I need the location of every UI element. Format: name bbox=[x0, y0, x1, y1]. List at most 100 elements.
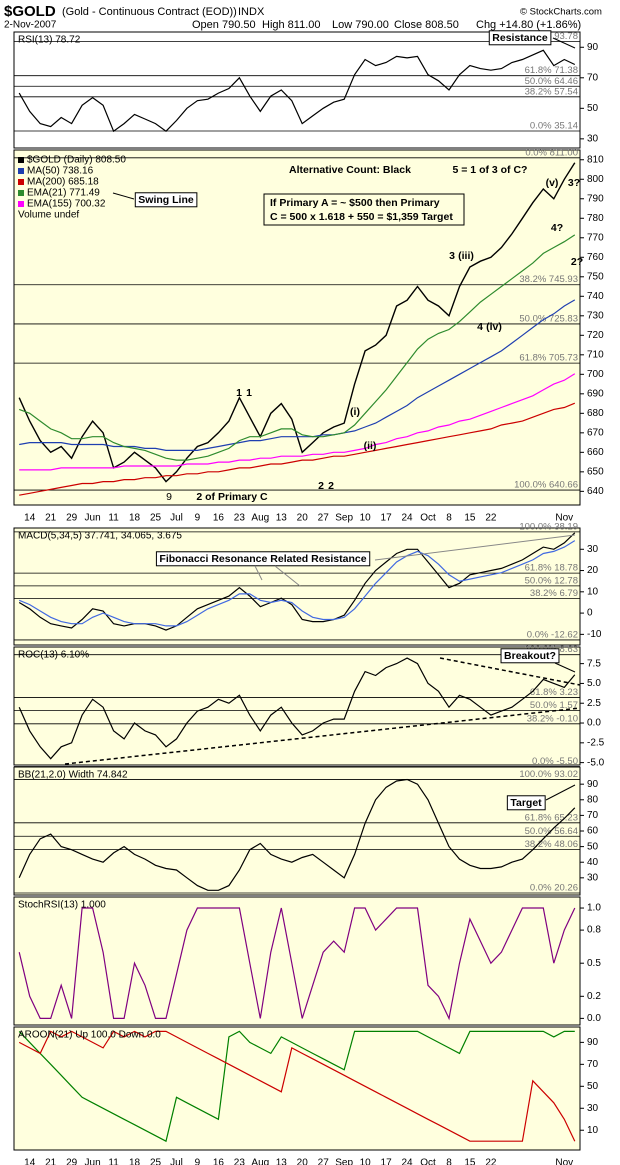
fib-label: 38.2% -0.10 bbox=[527, 713, 578, 724]
legend-entry: MA(50) 738.16 bbox=[27, 166, 94, 177]
x-tick-label: 11 bbox=[108, 1158, 119, 1165]
y-tick-label: 660 bbox=[587, 447, 604, 458]
panel-background bbox=[13, 766, 581, 896]
date: 2-Nov-2007 bbox=[4, 20, 57, 31]
x-tick-label: 23 bbox=[234, 513, 246, 524]
x-tick-label: Sep bbox=[335, 513, 353, 524]
panel-title: RSI(13) 78.72 bbox=[18, 35, 81, 46]
panel: 0.0 0.2 0.5 0.8 1.0 StochRSI(13) 1.000 bbox=[13, 896, 601, 1026]
fib-label: 38.2% 6.79 bbox=[530, 588, 578, 599]
fib-label: 61.8% 18.78 bbox=[525, 563, 578, 574]
y-tick-label: 1.0 bbox=[587, 903, 601, 914]
x-tick-label: Jul bbox=[170, 513, 183, 524]
fib-label: 38.2% 745.93 bbox=[519, 274, 578, 285]
low: Low 790.00 bbox=[332, 19, 389, 31]
x-tick-label: Aug bbox=[251, 513, 269, 524]
panel-background bbox=[13, 896, 581, 1026]
x-tick-label: 13 bbox=[276, 1158, 288, 1165]
series-line bbox=[18, 162, 576, 483]
panel-title: BB(21,2.0) Width 74.842 bbox=[18, 770, 128, 781]
decoration bbox=[274, 565, 301, 587]
x-tick-label: 22 bbox=[485, 1158, 497, 1165]
annotation: Target bbox=[510, 797, 542, 809]
series-line bbox=[18, 1030, 575, 1143]
y-tick-label: 70 bbox=[587, 810, 599, 821]
y-tick-label: 0.8 bbox=[587, 925, 601, 936]
fib-label: 50.0% 12.78 bbox=[525, 575, 578, 586]
annotation: C = 500 x 1.618 + 550 = $1,359 Target bbox=[270, 211, 453, 223]
decoration bbox=[64, 707, 581, 765]
series-line bbox=[18, 657, 576, 760]
annotation: 2 of Primary C bbox=[196, 491, 268, 503]
fib-label: 38.2% 57.54 bbox=[525, 86, 578, 97]
x-tick-label: Nov bbox=[555, 513, 573, 524]
y-tick-label: 650 bbox=[587, 466, 604, 477]
fib-label: 100.0% 640.66 bbox=[514, 480, 578, 491]
annotation-box bbox=[506, 795, 546, 811]
annotation: (i) bbox=[350, 406, 360, 418]
legend-entry: Volume undef bbox=[18, 210, 79, 221]
x-tick-label: 16 bbox=[213, 1158, 225, 1165]
y-tick-label: 50 bbox=[587, 103, 599, 114]
y-tick-label: 50 bbox=[587, 1081, 599, 1092]
annotation-box bbox=[500, 648, 560, 664]
y-tick-label: -10 bbox=[587, 629, 602, 640]
y-tick-label: 90 bbox=[587, 779, 599, 790]
y-tick-label: 0.0 bbox=[587, 1013, 601, 1024]
annotation: 2 bbox=[318, 480, 324, 492]
x-tick-label: 20 bbox=[297, 1158, 309, 1165]
y-tick-label: -5.0 bbox=[587, 757, 605, 768]
x-tick-label: 29 bbox=[66, 1158, 78, 1165]
annotation: Resistance bbox=[492, 32, 548, 44]
y-tick-label: 810 bbox=[587, 154, 604, 165]
y-tick-label: 0.0 bbox=[587, 718, 601, 729]
x-tick-label: 14 bbox=[24, 1158, 36, 1165]
annotation: 3 bbox=[449, 250, 455, 262]
x-tick-label: 9 bbox=[195, 513, 201, 524]
y-tick-label: 10 bbox=[587, 586, 599, 597]
y-tick-label: 10 bbox=[587, 1125, 599, 1136]
panel-background bbox=[13, 1026, 581, 1151]
legend-entry: EMA(155) 700.32 bbox=[27, 199, 106, 210]
fib-label: 100.0% 93.02 bbox=[519, 769, 578, 780]
y-tick-label: 90 bbox=[587, 42, 599, 53]
y-tick-label: 0.5 bbox=[587, 958, 601, 969]
panel: 10 30 50 70 90 AROON(21) Up 100.0 Down 0.0 14 2… bbox=[13, 1026, 599, 1165]
fib-label: 61.8% 71.38 bbox=[525, 65, 578, 76]
annotation: 9 bbox=[166, 491, 172, 503]
annotation-box bbox=[134, 192, 198, 208]
series-line bbox=[18, 234, 576, 461]
y-tick-label: 740 bbox=[587, 291, 604, 302]
panel-title: StochRSI(13) 1.000 bbox=[18, 900, 106, 911]
x-tick-label: 29 bbox=[66, 513, 78, 524]
x-tick-label: 25 bbox=[150, 513, 162, 524]
x-tick-label: 8 bbox=[446, 513, 452, 524]
high: High 811.00 bbox=[262, 19, 321, 31]
legend-entry: EMA(21) 771.49 bbox=[27, 188, 100, 199]
panel-title: AROON(21) Up 100.0 Down 0.0 bbox=[18, 1030, 161, 1041]
y-tick-label: 670 bbox=[587, 427, 604, 438]
y-tick-label: -2.5 bbox=[587, 737, 605, 748]
x-tick-label: Nov bbox=[555, 1158, 573, 1165]
x-tick-label: 21 bbox=[45, 1158, 57, 1165]
annotation: 4 bbox=[477, 321, 483, 333]
panel: 640 650 660 670 680 690 700 710 720 730 740 750 760 7… bbox=[13, 147, 604, 524]
x-tick-label: 27 bbox=[318, 1158, 330, 1165]
x-tick-label: 17 bbox=[381, 1158, 393, 1165]
x-tick-label: 8 bbox=[446, 1158, 452, 1165]
instrument-name: (Gold - Continuous Contract (EOD)) bbox=[62, 6, 237, 18]
y-tick-label: 780 bbox=[587, 213, 604, 224]
series-line bbox=[19, 373, 576, 471]
x-tick-label: 23 bbox=[234, 1158, 246, 1165]
x-tick-label: Jun bbox=[85, 513, 101, 524]
change: Chg +14.80 (+1.86%) bbox=[476, 19, 581, 31]
y-tick-label: 7.5 bbox=[587, 658, 601, 669]
annotation: Breakout? bbox=[504, 650, 556, 662]
fib-label: 100.0% 38.19 bbox=[519, 521, 578, 532]
symbol: $GOLD bbox=[4, 3, 56, 20]
annotation: Swing Line bbox=[138, 194, 194, 206]
y-tick-label: 70 bbox=[587, 1059, 599, 1070]
